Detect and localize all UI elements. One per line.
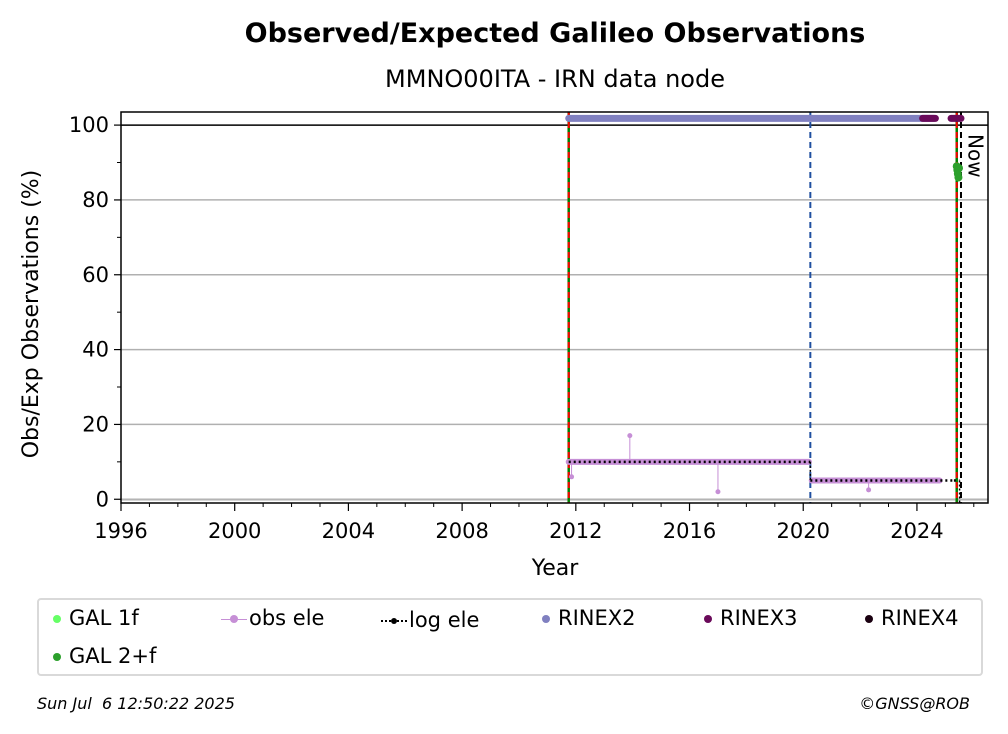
- legend-label: RINEX2: [558, 606, 636, 630]
- series-gal-2-f-point: [955, 164, 964, 173]
- x-axis-label: Year: [531, 556, 580, 581]
- legend-item-log-ele: log ele: [381, 608, 479, 632]
- footer-credit: ©GNSS@ROB: [859, 694, 970, 713]
- y-tick-label: 80: [82, 188, 109, 212]
- legend-marker-rinex3: [704, 615, 712, 623]
- series-gal-2-f-point: [954, 173, 963, 182]
- y-tick-label: 60: [82, 263, 109, 287]
- chart: Observed/Expected Galileo Observations M…: [19, 18, 989, 581]
- chart-title: Observed/Expected Galileo Observations: [245, 18, 866, 49]
- series-obs-ele-point: [569, 474, 575, 480]
- legend-label: RINEX3: [720, 606, 798, 630]
- y-tick-label: 100: [69, 113, 109, 137]
- legend-item-rinex4: RINEX4: [865, 606, 959, 630]
- x-tick-label: 2020: [777, 519, 830, 543]
- vertical-lines: [567, 112, 962, 503]
- legend-label: obs ele: [249, 606, 325, 630]
- x-tick-label: 2024: [890, 519, 943, 543]
- legend-item-gal-1f: GAL 1f: [53, 606, 139, 630]
- x-tick-label: 2016: [663, 519, 716, 543]
- legend: GAL 1f obs ele log ele RINEX2 RINEX3 RIN…: [37, 598, 983, 676]
- legend-marker-log-ele: [381, 617, 407, 625]
- legend-marker-gal-1f: [53, 615, 61, 623]
- y-axis: 0 20 40 60 80 100: [69, 113, 121, 511]
- data-marks: [565, 114, 965, 503]
- legend-item-gal-2f: GAL 2+f: [53, 644, 156, 668]
- y-axis-label: Obs/Exp Observations (%): [19, 170, 44, 459]
- legend-label: GAL 2+f: [69, 644, 157, 668]
- legend-marker-gal-2f: [53, 653, 61, 661]
- y-tick-label: 40: [82, 338, 109, 362]
- now-label: Now: [964, 134, 988, 178]
- footer-timestamp: Sun Jul 6 12:50:22 2025: [37, 694, 235, 713]
- legend-marker-rinex2: [542, 615, 550, 623]
- y-tick-label: 0: [96, 487, 109, 511]
- x-tick-label: 1996: [94, 519, 147, 543]
- series-obs-ele-point: [627, 433, 633, 439]
- x-axis: 1996 2000 2004 2008 2012 2016 2020 2024: [94, 503, 975, 543]
- legend-item-obs-ele: obs ele: [221, 606, 324, 630]
- y-tick-label: 20: [82, 412, 109, 436]
- legend-item-rinex3: RINEX3: [704, 606, 798, 630]
- chart-subtitle: MMNO00ITA - IRN data node: [385, 65, 725, 93]
- grid: [121, 124, 988, 501]
- legend-label: RINEX4: [881, 606, 959, 630]
- series-obs-ele-point: [866, 487, 872, 493]
- x-tick-label: 2004: [322, 519, 375, 543]
- legend-label: GAL 1f: [69, 606, 139, 630]
- plot-frame: [120, 111, 989, 504]
- legend-marker-obs-ele: [221, 615, 247, 623]
- legend-item-rinex2: RINEX2: [542, 606, 636, 630]
- x-tick-label: 2008: [435, 519, 488, 543]
- legend-marker-rinex4: [865, 615, 873, 623]
- series-obs-ele-point: [715, 489, 721, 495]
- x-tick-label: 2012: [549, 519, 602, 543]
- legend-label: log ele: [409, 608, 480, 632]
- x-tick-label: 2000: [208, 519, 261, 543]
